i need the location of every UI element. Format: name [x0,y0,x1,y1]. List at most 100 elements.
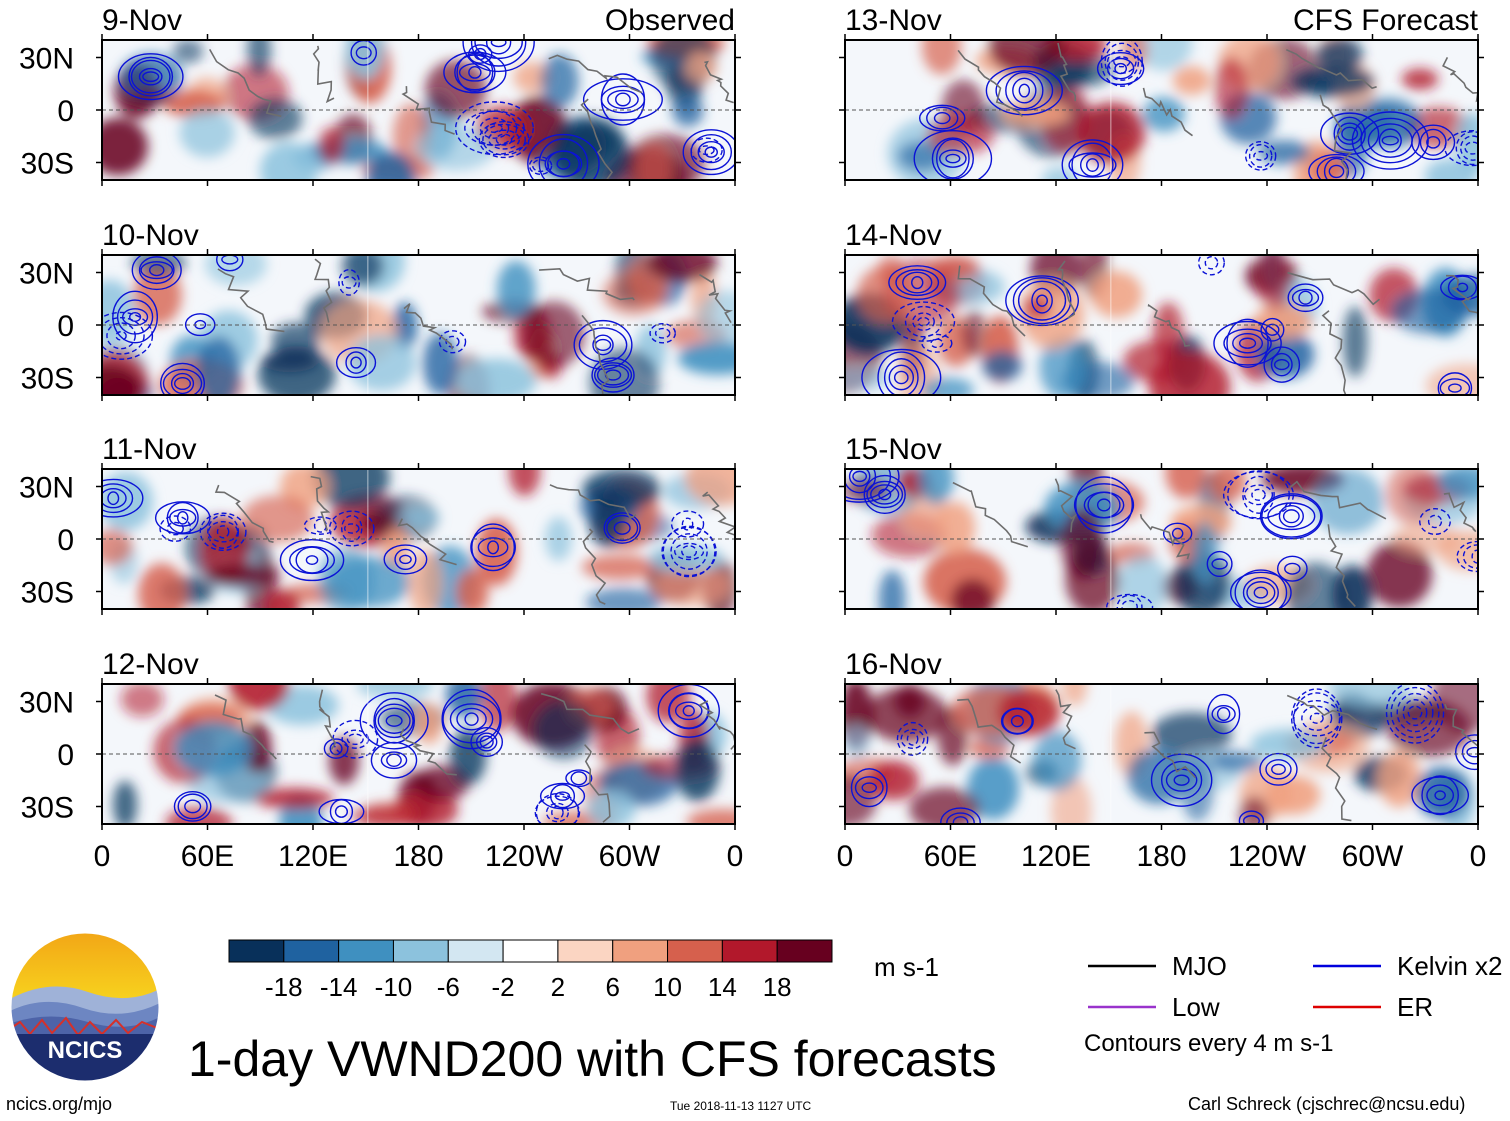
contour-ring [1455,734,1478,771]
contour-ring [591,357,635,393]
coastline [540,692,640,735]
panel-date: 13-Nov [845,4,942,37]
contour-ring [570,771,588,786]
anomaly-blob [165,806,233,824]
contour-ring [1293,692,1341,745]
contour-ring [328,510,375,547]
anomaly-blob [392,302,418,351]
contour-ring [1253,586,1269,599]
contour-ring [1308,153,1365,180]
contour-ring [926,106,959,130]
anomaly-blob [921,40,962,75]
anomaly-blob [845,724,870,758]
contour-ring [102,317,145,355]
anomaly-blob [228,684,290,711]
anomaly-blob [1258,140,1311,165]
contour-ring [674,542,705,561]
contour-ring [468,44,493,64]
anomaly-blob [102,117,148,176]
contour-ring [1284,562,1301,575]
coastline [548,54,643,94]
lon-tick-label: 60W [1342,840,1404,873]
contour-ring [682,705,695,717]
coastline [1321,310,1347,395]
coastline [209,49,282,118]
contour-ring [1260,317,1285,342]
contour-ring [142,71,160,83]
lat-tick-label: 30S [21,792,74,825]
contour-ring [1271,763,1286,775]
lat-tick-label: 0 [57,95,74,128]
coastline [957,49,1023,117]
contour-ring [1068,152,1117,178]
lon-tick-label: 0 [837,840,854,873]
anomaly-blob [867,760,919,801]
anomaly-blob [951,578,995,609]
coastline [1445,274,1478,315]
contour-ring [891,301,956,342]
contour-ring [1444,129,1478,167]
coastline [1139,514,1191,560]
anomaly-blob [179,108,235,158]
contour-ring [565,769,593,788]
contour-ring [1036,294,1048,307]
contour-ring [682,129,735,176]
lat-tick-label: 30N [19,43,74,76]
contour-ring [883,358,919,395]
anomaly-blob [585,587,662,609]
coastline [214,484,274,543]
contour-ring [1104,42,1140,81]
anomaly-blob [532,700,595,760]
contour-ring [338,268,360,296]
contour-ring [1437,372,1473,395]
contour-ring [1106,593,1154,609]
contour-ring [1421,775,1459,816]
colorbar-swatch [502,939,559,963]
contour-ring [607,89,639,110]
anomaly-blob [347,334,417,391]
contour-ring [1204,255,1219,270]
colorbar-swatch [776,939,833,963]
contour-ring [1071,142,1114,180]
anomaly-blob [1438,469,1478,500]
anomaly-blob [327,556,411,608]
anomaly-blob [878,570,906,609]
contour-ring [1385,684,1445,744]
anomaly-blob [1090,271,1143,318]
coastline [310,475,331,532]
contour-ring [527,133,600,180]
contour-ring [556,157,571,170]
contour-ring [913,130,993,180]
lon-tick-label: 120W [1228,840,1307,873]
contour-ring [107,491,120,506]
map-panel [845,40,1478,180]
contour-ring [289,545,336,575]
contour-ring [1017,280,1067,321]
coastline [1286,694,1378,731]
contour-ring [216,255,244,272]
anomaly-blob [407,549,443,609]
contour-ring [1160,760,1203,800]
coastline [1443,492,1477,533]
contour-ring [341,276,357,289]
contour-ring [861,348,942,395]
anomaly-blob [696,290,735,345]
site-link[interactable]: ncics.org/mjo [6,1094,113,1114]
contour-ring [474,40,523,60]
anomaly-blob [456,569,489,609]
contour-ring [1229,571,1292,609]
anomaly-blob [1209,751,1264,772]
anomaly-blob [138,563,186,609]
contour-ring [1360,117,1421,164]
anomaly-blob [241,495,314,543]
contour-ring [1455,131,1478,166]
colorbar-swatch [338,939,394,963]
contour-ring [399,554,412,565]
contour-ring [449,703,494,736]
contour-ring [661,526,717,577]
contour-ring [1267,502,1316,531]
contour-ring [1248,143,1273,168]
contour-ring [334,805,349,818]
anomaly-blob [174,720,254,777]
contour-ring [1440,274,1478,301]
